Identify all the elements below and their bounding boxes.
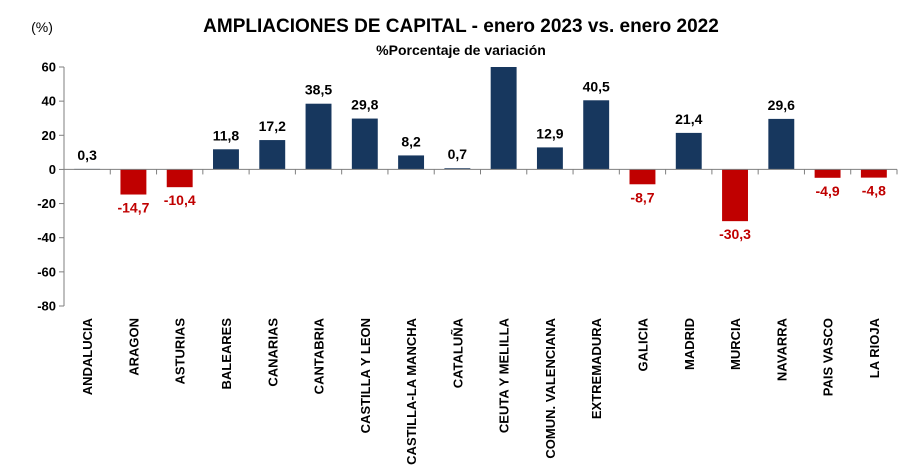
bar-madrid (675, 132, 702, 170)
bar-castilla-y-leon (351, 118, 378, 170)
x-tick-label: PAIS VASCO (821, 318, 836, 396)
x-tick-label: ARAGON (126, 318, 141, 376)
x-tick-label: GALICIA (635, 317, 650, 371)
y-tick-label: 60 (42, 60, 56, 75)
data-label: 29,6 (768, 97, 795, 113)
data-label: 0,7 (448, 146, 468, 162)
data-label: -8,7 (630, 189, 654, 205)
bars (74, 67, 887, 222)
bar-baleares (213, 149, 239, 170)
bar-murcia (722, 169, 748, 222)
bar-cataluña (444, 168, 471, 170)
bar-aragon (120, 169, 147, 195)
x-tick-label: NAVARRA (774, 317, 789, 381)
y-unit-label: (%) (31, 19, 53, 35)
data-labels: 0,3 -14,7 -10,4 11,8 17,2 38,5 29,8 8,2 0,7 12,9 4… (77, 78, 886, 242)
bar-canarias (259, 140, 286, 170)
bar-comun-valenciana (536, 147, 563, 170)
chart-subtitle: %Porcentaje de variación (376, 42, 546, 58)
data-label: 21,4 (675, 111, 702, 127)
x-tick-label: CEUTA Y MELILLA (497, 317, 512, 433)
bar-ceuta-y-melilla (490, 67, 517, 170)
bar-asturias (166, 169, 193, 188)
data-label: -4,9 (816, 183, 840, 199)
data-label: 11,8 (213, 127, 240, 143)
x-tick-label: LA RIOJA (867, 317, 882, 378)
x-tick-label: COMUN. VALENCIANA (543, 317, 558, 458)
x-tick-label: CASTILLA-LA MANCHA (404, 317, 419, 464)
x-tick-label: BALEARES (219, 318, 234, 390)
x-tick-label: ASTURIAS (173, 318, 188, 385)
bar-cantabria (305, 103, 332, 170)
y-axis: 60 40 20 0 -20 -40 -60 -80 (37, 60, 65, 314)
y-tick-label: -40 (37, 230, 56, 245)
y-tick-label: -80 (37, 299, 56, 314)
x-tick-label: CANTABRIA (312, 317, 327, 394)
bar-extremadura (583, 100, 610, 170)
data-label: 0,3 (77, 147, 97, 163)
data-label: -4,8 (862, 183, 886, 199)
y-tick-label: 40 (42, 94, 56, 109)
data-label: 29,8 (351, 97, 378, 113)
data-label: -14,7 (117, 200, 149, 216)
data-label: -30,3 (719, 226, 751, 242)
bar-la-rioja (860, 169, 887, 178)
x-tick-label: ANDALUCIA (80, 317, 95, 395)
bar-navarra (768, 118, 795, 170)
x-tick-label: MADRID (682, 318, 697, 370)
x-tick-label: EXTREMADURA (589, 317, 604, 419)
x-tick-label: CANARIAS (265, 318, 280, 387)
y-tick-label: -60 (37, 264, 56, 279)
bar-castilla-la-mancha (398, 155, 425, 170)
y-tick-label: 20 (42, 128, 56, 143)
chart-title: AMPLIACIONES DE CAPITAL - enero 2023 vs.… (203, 16, 719, 37)
x-tick-label: CATALUÑA (450, 317, 465, 388)
x-tick-label: CASTILLA Y LEON (358, 318, 373, 433)
data-label: 38,5 (305, 82, 332, 98)
x-axis: ANDALUCIA ARAGON ASTURIAS BALEARES CANARIAS C… (63, 168, 898, 465)
data-label: 40,5 (583, 78, 610, 94)
y-tick-label: 0 (49, 162, 56, 177)
data-label: 8,2 (401, 133, 421, 149)
bar-galicia (629, 169, 656, 185)
data-label: 17,2 (259, 118, 286, 134)
y-tick-label: -20 (37, 196, 56, 211)
data-label: -10,4 (164, 192, 196, 208)
bar-pais-vasco (814, 169, 841, 178)
data-label: 12,9 (536, 125, 563, 141)
x-tick-label: MURCIA (728, 317, 743, 370)
